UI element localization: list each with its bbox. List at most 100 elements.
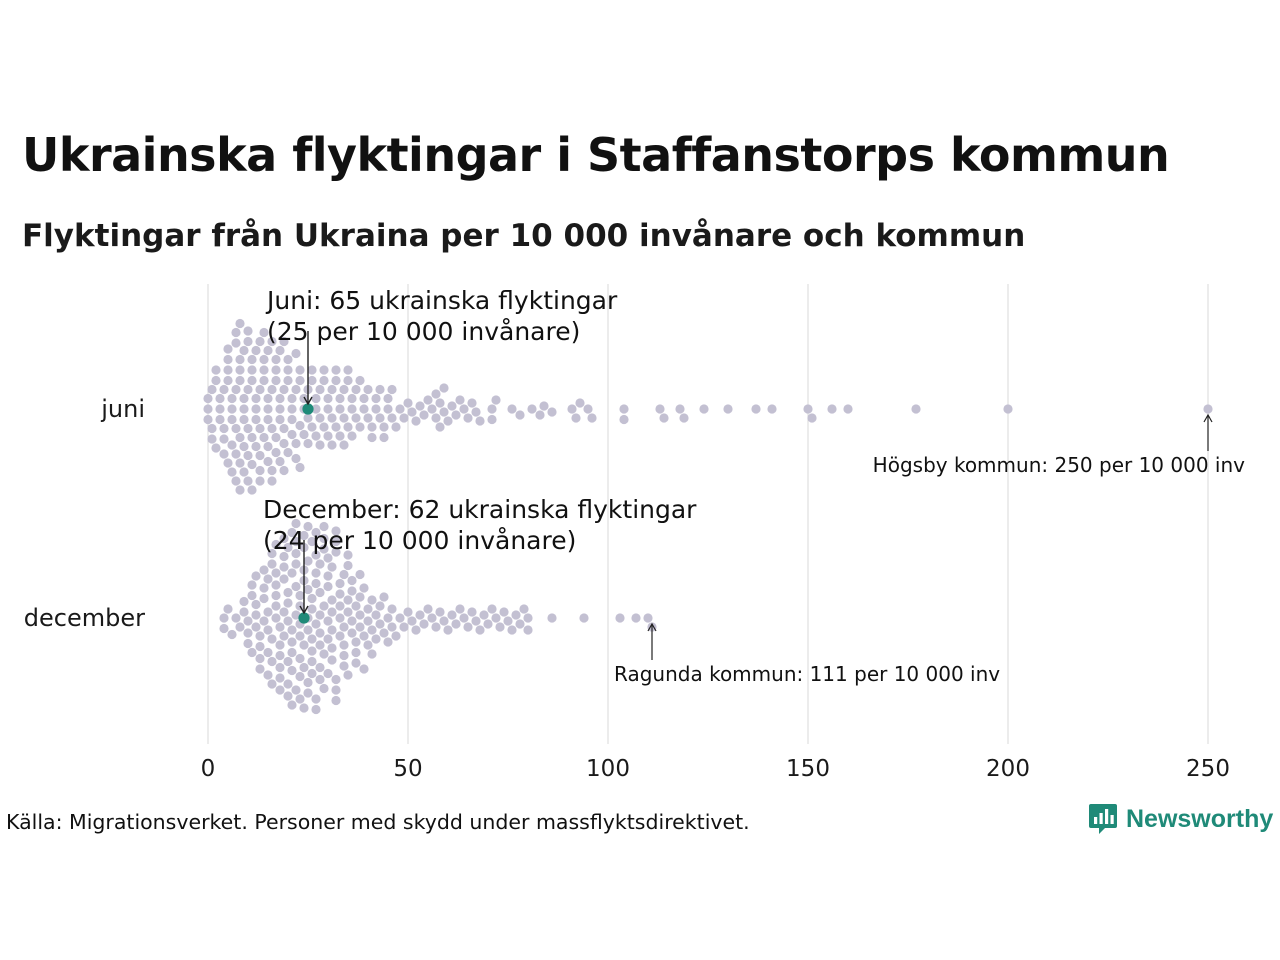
swarm-dot bbox=[279, 438, 289, 449]
swarm-dot bbox=[367, 432, 377, 443]
swarm-dot bbox=[247, 365, 257, 375]
swarm-dot bbox=[403, 607, 413, 617]
swarm-dot bbox=[411, 416, 421, 426]
swarm-dot bbox=[319, 649, 329, 659]
swarm-dot bbox=[331, 422, 341, 432]
swarm-dot bbox=[291, 453, 301, 464]
swarm-dot bbox=[247, 485, 257, 495]
swarm-dot bbox=[223, 375, 233, 386]
swarm-dot bbox=[439, 407, 449, 417]
swarm-dot bbox=[431, 622, 441, 632]
swarm-dot bbox=[355, 610, 365, 620]
swarm-dot bbox=[643, 613, 653, 623]
swarm-dot bbox=[271, 375, 281, 386]
swarm-dot bbox=[331, 674, 341, 685]
swarm-dot bbox=[315, 662, 325, 673]
swarm-dot bbox=[347, 575, 357, 586]
swarm-dot bbox=[487, 404, 497, 414]
category-labels: juni december bbox=[24, 395, 145, 632]
swarm-dot bbox=[307, 365, 317, 375]
highlight-label-line2: (24 per 10 000 invånare) bbox=[263, 526, 576, 555]
swarm-dot bbox=[379, 432, 389, 443]
swarm-dot bbox=[283, 691, 293, 701]
swarm-dot bbox=[287, 404, 297, 414]
swarm-dot bbox=[279, 574, 289, 584]
swarm-dot bbox=[283, 656, 293, 667]
swarm-dot bbox=[227, 414, 237, 425]
swarm-dot bbox=[355, 422, 365, 432]
swarm-dot bbox=[303, 556, 313, 566]
swarm-dot bbox=[619, 404, 629, 414]
swarm-dot bbox=[355, 569, 365, 580]
swarm-dot bbox=[339, 661, 349, 671]
swarm-dot bbox=[339, 650, 349, 661]
swarm-dot bbox=[319, 375, 329, 386]
swarm-dot bbox=[231, 476, 241, 486]
swarm-dot bbox=[347, 586, 357, 596]
swarm-dot bbox=[287, 414, 297, 425]
swarm-dot bbox=[343, 595, 353, 605]
swarm-dot bbox=[379, 628, 389, 638]
swarm-dot bbox=[767, 404, 777, 414]
swarm-dot bbox=[291, 685, 301, 695]
swarm-dot bbox=[475, 625, 485, 635]
swarm-dot bbox=[299, 530, 309, 541]
swarm-dot bbox=[311, 393, 321, 404]
swarm-dot bbox=[283, 616, 293, 626]
swarm-dot bbox=[291, 548, 301, 559]
swarm-dot bbox=[519, 604, 529, 614]
swarm-dot bbox=[335, 631, 345, 641]
swarm-dot bbox=[223, 354, 233, 365]
swarm-dot bbox=[271, 601, 281, 611]
swarm-dot bbox=[239, 414, 249, 425]
swarm-dot bbox=[335, 578, 345, 589]
swarm-dot bbox=[307, 634, 317, 644]
swarm-dot bbox=[427, 613, 437, 623]
source-note: Källa: Migrationsverket. Personer med sk… bbox=[6, 810, 750, 834]
swarm-dot bbox=[323, 404, 333, 414]
swarm-dot bbox=[267, 634, 277, 644]
swarm-dot bbox=[279, 465, 289, 476]
swarm-dot bbox=[255, 641, 265, 652]
swarm-dot bbox=[263, 441, 273, 452]
gridlines bbox=[207, 284, 1209, 744]
swarm-dot bbox=[371, 610, 381, 620]
swarm-dot bbox=[503, 616, 513, 626]
swarm-dot bbox=[235, 432, 245, 443]
swarm-dot bbox=[323, 431, 333, 441]
swarm-dot bbox=[327, 384, 337, 395]
swarm-dot bbox=[227, 629, 237, 640]
swarm-dot bbox=[351, 384, 361, 395]
swarm-dot bbox=[243, 628, 253, 638]
swarm-dot bbox=[343, 422, 353, 432]
swarm-dot bbox=[287, 625, 297, 635]
swarm-dot bbox=[347, 393, 357, 404]
swarm-dot bbox=[383, 613, 393, 623]
x-tick-label: 250 bbox=[1186, 756, 1230, 782]
swarm-dot bbox=[631, 613, 641, 623]
beeswarm-chart: 0 50 100 150 200 250 juni december Juni: 65 uk… bbox=[24, 284, 1245, 782]
swarm-dot bbox=[307, 375, 317, 386]
swarm-dot bbox=[451, 410, 461, 420]
swarm-dot bbox=[699, 404, 709, 414]
swarm-dot bbox=[255, 450, 265, 461]
swarm-dot bbox=[255, 631, 265, 641]
swarm-dot bbox=[351, 413, 361, 423]
swarm-dot bbox=[215, 404, 225, 414]
swarm-dot bbox=[375, 619, 385, 629]
swarm-dot bbox=[299, 429, 309, 440]
swarm-dot bbox=[355, 375, 365, 386]
swarm-dot bbox=[279, 423, 289, 434]
swarm-dot bbox=[263, 404, 273, 414]
swarm-dot bbox=[231, 449, 241, 459]
swarm-dot bbox=[275, 650, 285, 661]
swarm-dot bbox=[271, 580, 281, 590]
swarm-dot bbox=[307, 422, 317, 432]
swarm-dot bbox=[367, 595, 377, 605]
swarm-dot bbox=[263, 393, 273, 404]
swarm-dot bbox=[515, 410, 525, 420]
swarm-dot bbox=[327, 607, 337, 617]
swarm-dot bbox=[279, 631, 289, 641]
swarm-dot bbox=[295, 365, 305, 375]
swarm-dot bbox=[219, 623, 229, 634]
